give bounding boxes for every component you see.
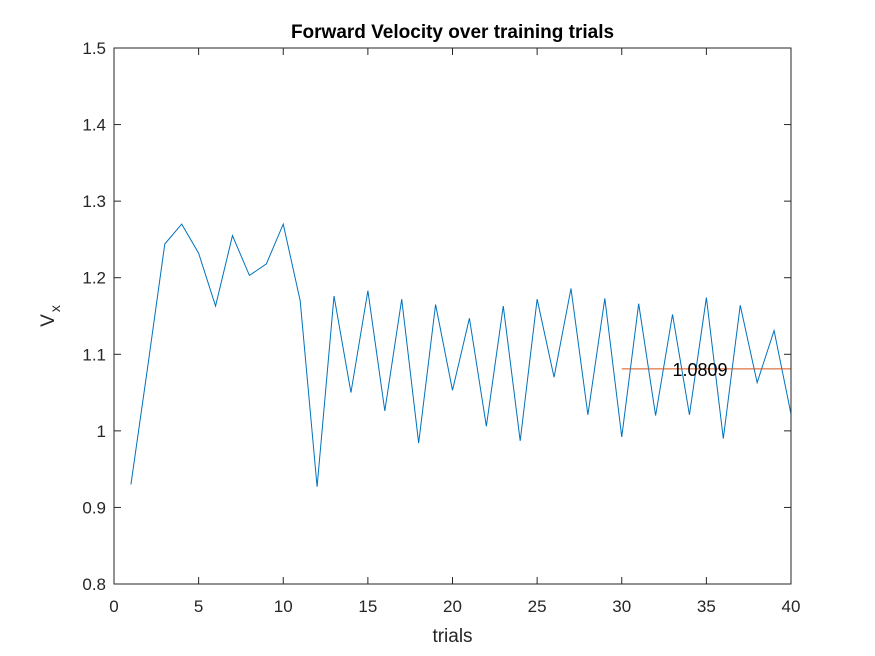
x-tick-label: 25 <box>528 597 547 616</box>
y-tick-label: 0.9 <box>82 498 106 517</box>
y-tick-label: 0.8 <box>82 575 106 594</box>
x-tick-label: 20 <box>443 597 462 616</box>
x-tick-label: 10 <box>274 597 293 616</box>
y-axis-label: Vx <box>38 305 63 327</box>
y-tick-label: 1.2 <box>82 269 106 288</box>
y-tick-label: 1.1 <box>82 345 106 364</box>
y-tick-label: 1.3 <box>82 192 106 211</box>
y-tick-label: 1.5 <box>82 39 106 58</box>
x-axis-label: trials <box>432 626 472 647</box>
x-ticks: 0 5 10 15 20 25 30 35 40 <box>109 48 800 616</box>
y-ticks: 0.8 0.9 1 1.1 1.2 1.3 1.4 1.5 <box>82 39 791 594</box>
annotation-layer: 1.0809 <box>673 360 728 380</box>
x-tick-label: 30 <box>612 597 631 616</box>
svg-text:Vx: Vx <box>38 305 63 327</box>
annotation-label-1: 1.0809 <box>673 360 728 380</box>
x-tick-label: 15 <box>358 597 377 616</box>
y-tick-label: 1 <box>97 422 106 441</box>
series-line-1 <box>130 222 792 487</box>
series-layer <box>130 222 792 487</box>
y-tick-label: 1.4 <box>82 116 106 135</box>
x-tick-label: 5 <box>194 597 203 616</box>
chart-title: Forward Velocity over training trials <box>291 22 614 43</box>
y-axis-label-main: V <box>38 314 59 327</box>
plot-area <box>114 48 791 584</box>
y-axis-label-subscript: x <box>47 305 63 312</box>
x-tick-label: 40 <box>782 597 801 616</box>
x-tick-label: 35 <box>697 597 716 616</box>
x-tick-label: 0 <box>109 597 118 616</box>
